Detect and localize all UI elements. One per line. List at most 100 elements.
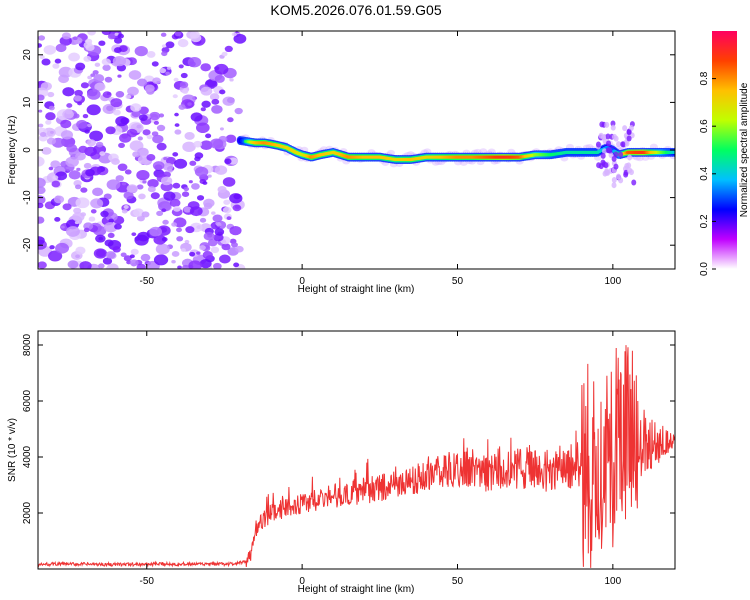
track-scatter <box>618 151 624 158</box>
noise-blob <box>38 94 45 101</box>
track-scatter <box>611 176 617 183</box>
colorbar-ticks: 0.0 0.2 0.4 0.6 0.8 <box>699 71 716 276</box>
noise-blob <box>41 58 51 66</box>
noise-blob <box>200 86 213 96</box>
noise-blob <box>151 131 159 137</box>
noise-blob <box>95 141 104 148</box>
noise-blob <box>146 51 156 58</box>
noise-blob <box>188 180 193 184</box>
noise-blob <box>102 64 111 71</box>
noise-blob <box>130 248 139 255</box>
noise-blob <box>159 67 167 74</box>
noise-blob <box>76 119 88 129</box>
noise-blob <box>49 245 55 250</box>
noise-blob <box>188 260 202 269</box>
noise-blob <box>224 158 232 165</box>
noise-blob <box>187 56 202 68</box>
noise-blob <box>112 109 121 116</box>
snr-panel: -50 0 50 100 2000 4000 6000 8000 Height of str… <box>7 330 676 595</box>
noise-blob <box>171 259 176 264</box>
noise-blob <box>54 216 61 222</box>
noise-blob <box>203 232 215 241</box>
noise-blob <box>200 140 213 151</box>
noise-blob <box>43 45 57 55</box>
noise-blob <box>191 183 200 190</box>
noise-blob <box>136 184 144 190</box>
noise-blob <box>160 176 173 186</box>
noise-blob <box>106 105 114 112</box>
noise-blob <box>80 82 89 89</box>
noise-blob <box>106 179 121 190</box>
noise-blob <box>227 117 234 123</box>
track-scatter <box>620 141 626 148</box>
track-scatter <box>603 162 609 169</box>
snr-y-tick-label: 6000 <box>22 389 33 412</box>
noise-blob <box>180 72 188 79</box>
noise-blob <box>174 31 182 37</box>
noise-blob <box>68 170 81 180</box>
noise-blob <box>52 63 60 69</box>
noise-blob <box>172 94 178 99</box>
noise-blob <box>136 169 150 181</box>
noise-blob <box>211 98 220 105</box>
noise-blob <box>176 227 183 233</box>
track-scatter <box>611 182 617 189</box>
snr-x-tick-label: -50 <box>140 576 155 587</box>
noise-blob <box>233 262 240 268</box>
noise-blob <box>55 43 67 53</box>
noise-blob <box>173 77 179 82</box>
noise-blob <box>103 222 118 233</box>
noise-blob <box>62 203 72 211</box>
noise-blob <box>38 202 44 209</box>
noise-blob <box>235 245 244 253</box>
noise-blob <box>38 186 46 195</box>
noise-blob <box>161 51 168 57</box>
spectrogram-x-tick-label: 50 <box>452 276 464 287</box>
spectrogram-y-ticks: -20 -10 0 10 20 <box>22 49 675 252</box>
noise-blob <box>131 232 137 237</box>
noise-blob <box>183 186 190 192</box>
noise-blob <box>178 64 184 69</box>
track-scatter <box>599 121 605 128</box>
noise-blob <box>214 165 228 175</box>
noise-blob <box>150 192 160 200</box>
spectrogram-y-tick-label: 20 <box>22 49 33 61</box>
noise-blob <box>101 58 111 66</box>
noise-blob <box>48 166 54 171</box>
noise-blob <box>233 33 247 44</box>
snr-x-tick-label: 50 <box>452 576 464 587</box>
noise-blob <box>104 76 113 83</box>
noise-blob <box>199 245 206 251</box>
noise-blob <box>86 89 101 100</box>
track-scatter <box>604 121 610 128</box>
noise-blob <box>107 232 115 239</box>
noise-blob <box>149 111 161 121</box>
noise-blob <box>219 254 231 264</box>
noise-blob <box>209 93 220 101</box>
noise-blob <box>173 205 181 212</box>
noise-blob <box>137 136 143 141</box>
noise-blob <box>66 144 78 153</box>
noise-blob <box>202 181 208 185</box>
track-core <box>672 150 675 154</box>
noise-blob <box>194 156 201 162</box>
noise-blob <box>214 63 229 75</box>
noise-blob <box>117 163 128 172</box>
noise-blob <box>111 158 120 165</box>
noise-blob <box>55 171 68 181</box>
noise-blob <box>46 137 57 145</box>
noise-blob <box>60 119 72 129</box>
noise-blob <box>196 251 201 255</box>
noise-blob <box>49 130 54 134</box>
noise-blob <box>181 191 190 197</box>
noise-blob <box>47 91 55 98</box>
noise-blob <box>163 191 176 201</box>
noise-blob <box>216 222 222 227</box>
noise-blob <box>55 242 69 254</box>
noise-blob <box>161 237 168 242</box>
noise-blob <box>138 193 146 200</box>
colorbar-label: Normalized spectral amplitude <box>739 82 750 217</box>
snr-x-tick-label: 100 <box>605 576 622 587</box>
noise-blob <box>219 127 224 131</box>
